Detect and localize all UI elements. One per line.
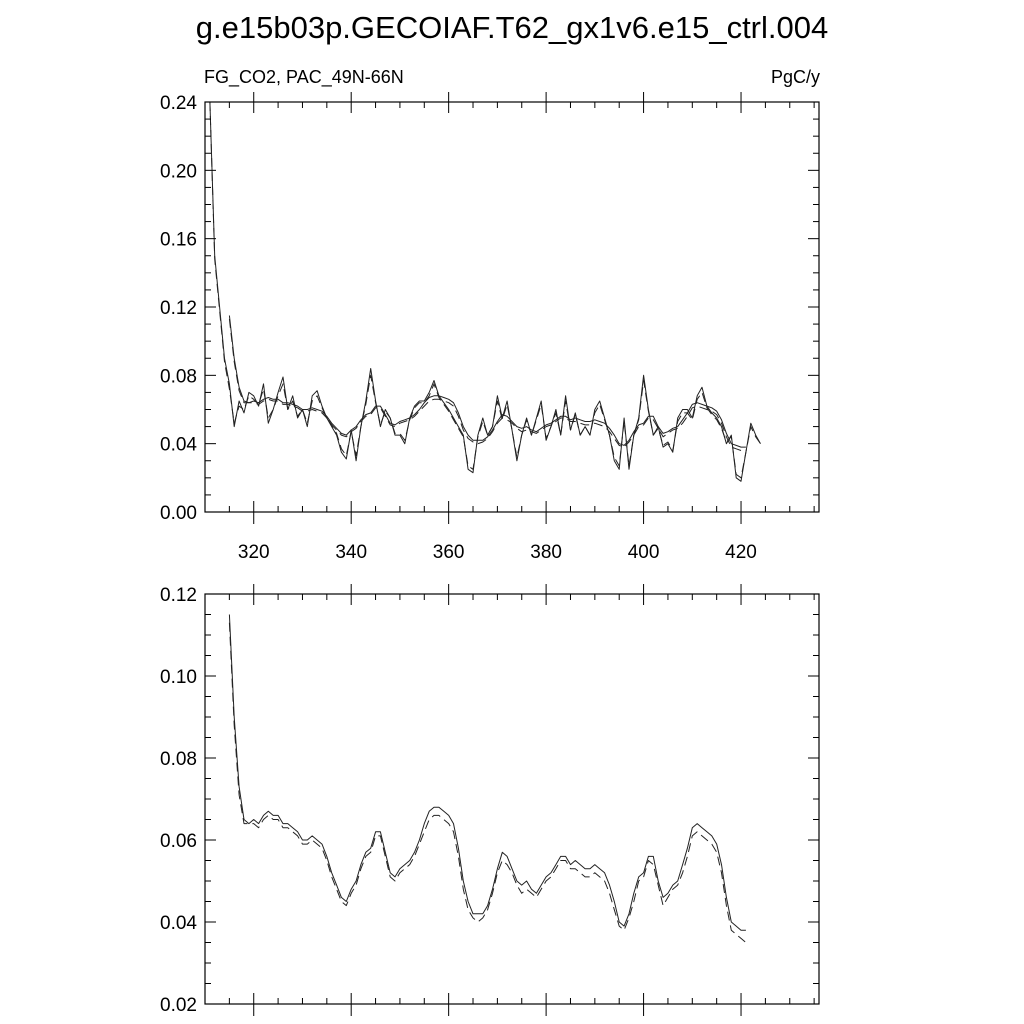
top-series-3-line (228, 315, 746, 448)
bottom-ytick-label: 0.04 (160, 913, 197, 934)
bottom-series-1-line (228, 614, 746, 931)
bottom-ytick-label: 0.12 (160, 585, 197, 606)
top-plot-frame (204, 101, 820, 513)
top-panel-right-label: PgC/y (771, 67, 820, 87)
bottom-panel: 0.02 0.04 0.06 0.08 0.10 0.12 (160, 584, 820, 1016)
top-panel: FG_CO2, PAC_49N-66N PgC/y 0.000.040.080.… (160, 67, 820, 563)
top-ytick-label: 0.04 (160, 435, 197, 456)
top-ytick-label: 0.24 (160, 93, 197, 114)
bottom-ytick-label: 0.08 (160, 749, 197, 770)
top-ytick-label: 0.00 (160, 503, 197, 524)
top-xtick-label: 360 (433, 542, 465, 563)
top-series-1-line (209, 101, 761, 482)
top-xtick-label: 340 (335, 542, 367, 563)
top-ytick-label: 0.20 (160, 161, 197, 182)
bottom-ytick-label: 0.10 (160, 667, 197, 688)
top-xtick-label: 320 (238, 542, 270, 563)
top-ytick-label: 0.08 (160, 366, 197, 387)
top-xtick-label: 380 (530, 542, 562, 563)
bottom-ytick-label: 0.06 (160, 831, 197, 852)
top-tick-layer (205, 92, 819, 524)
top-label-layer: 0.00 0.04 0.08 0.12 0.16 0.20 0.24 320 340 360 380… (160, 93, 757, 563)
top-xtick-label: 400 (628, 542, 660, 563)
figure-title: g.e15b03p.GECOIAF.T62_gx1v6.e15_ctrl.004 (196, 10, 828, 45)
bottom-tick-layer (205, 584, 819, 1016)
top-ytick-label: 0.12 (160, 298, 197, 319)
top-xtick-label: 420 (725, 542, 757, 563)
bottom-ytick-label: 0.02 (160, 995, 197, 1016)
bottom-series-2-line (228, 622, 747, 943)
top-ytick-label: 0.16 (160, 230, 197, 251)
top-panel-left-label: FG_CO2, PAC_49N-66N (204, 67, 404, 88)
top-series-4-line (228, 318, 747, 453)
bottom-plot-frame (204, 593, 820, 1005)
bottom-label-layer: 0.02 0.04 0.06 0.08 0.10 0.12 (160, 585, 197, 1016)
top-series-2-line (209, 101, 761, 479)
bottom-series-layer (228, 614, 747, 943)
top-series-layer (209, 101, 761, 482)
